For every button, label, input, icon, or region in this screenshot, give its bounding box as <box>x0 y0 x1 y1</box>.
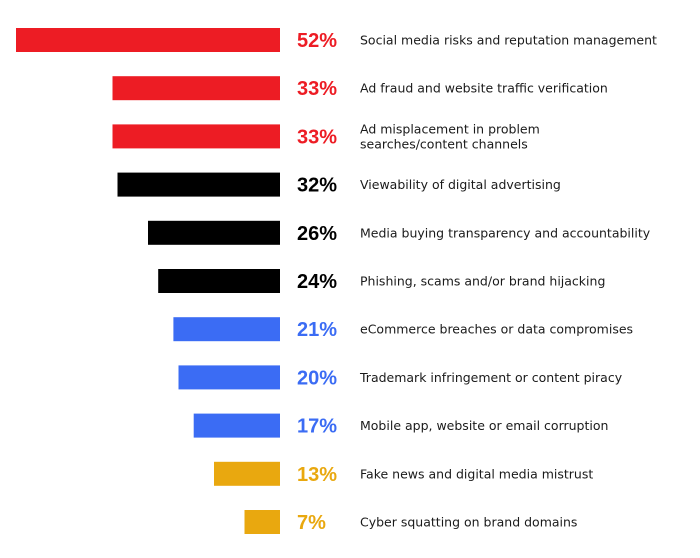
category-label-line: Trademark infringement or content piracy <box>359 370 623 385</box>
value-label: 26% <box>297 223 337 245</box>
value-label: 13% <box>297 464 337 486</box>
category-labels-group: Social media risks and reputation manage… <box>359 33 657 530</box>
category-label-line: Phishing, scams and/or brand hijacking <box>360 274 605 289</box>
bar <box>158 269 280 293</box>
value-label: 21% <box>297 319 337 341</box>
category-label-line: Fake news and digital media mistrust <box>360 466 593 481</box>
category-label: Media buying transparency and accountabi… <box>360 225 651 240</box>
bar <box>117 172 280 197</box>
category-label-line: Mobile app, website or email corruption <box>360 418 608 433</box>
bar <box>214 461 280 486</box>
bar <box>112 76 280 101</box>
category-label: Mobile app, website or email corruption <box>360 418 608 433</box>
bar <box>112 124 280 149</box>
bar <box>178 365 280 390</box>
category-label: Social media risks and reputation manage… <box>360 33 657 48</box>
value-label: 20% <box>297 367 337 389</box>
category-label: Fake news and digital media mistrust <box>360 466 593 481</box>
category-label-line: Ad fraud and website traffic verificatio… <box>360 81 608 96</box>
bar <box>173 317 280 342</box>
value-label: 32% <box>297 175 337 197</box>
category-label-line: searches/content channels <box>360 136 528 151</box>
bar <box>148 220 280 245</box>
category-label: eCommerce breaches or data compromises <box>360 322 633 337</box>
category-label-line: Cyber squatting on brand domains <box>360 515 577 530</box>
category-label-line: Social media risks and reputation manage… <box>360 33 657 48</box>
bar <box>193 413 280 438</box>
bar <box>244 510 280 534</box>
category-label: Cyber squatting on brand domains <box>360 515 577 530</box>
category-label-line: Ad misplacement in problem <box>360 121 540 136</box>
category-label: Ad misplacement in problem searches/conte… <box>360 121 540 151</box>
value-label: 33% <box>297 126 337 148</box>
category-label: Viewability of digital advertising <box>360 177 561 192</box>
value-labels-group: 52% 33% 33% 32% 26% 24% 21% 20% 17% 13% 7% <box>297 30 337 534</box>
value-label: 52% <box>297 30 337 52</box>
category-label: Phishing, scams and/or brand hijacking <box>360 274 605 289</box>
category-label: Trademark infringement or content piracy <box>359 370 623 385</box>
category-label: Ad fraud and website traffic verificatio… <box>360 81 608 96</box>
category-label-line: Media buying transparency and accountabi… <box>360 225 651 240</box>
category-label-line: Viewability of digital advertising <box>360 177 561 192</box>
value-label: 33% <box>297 78 337 100</box>
bars-group <box>16 28 280 534</box>
value-label: 17% <box>297 416 337 438</box>
value-label: 24% <box>297 271 337 293</box>
value-label: 7% <box>297 512 326 534</box>
category-label-line: eCommerce breaches or data compromises <box>360 322 633 337</box>
bar <box>16 28 280 52</box>
